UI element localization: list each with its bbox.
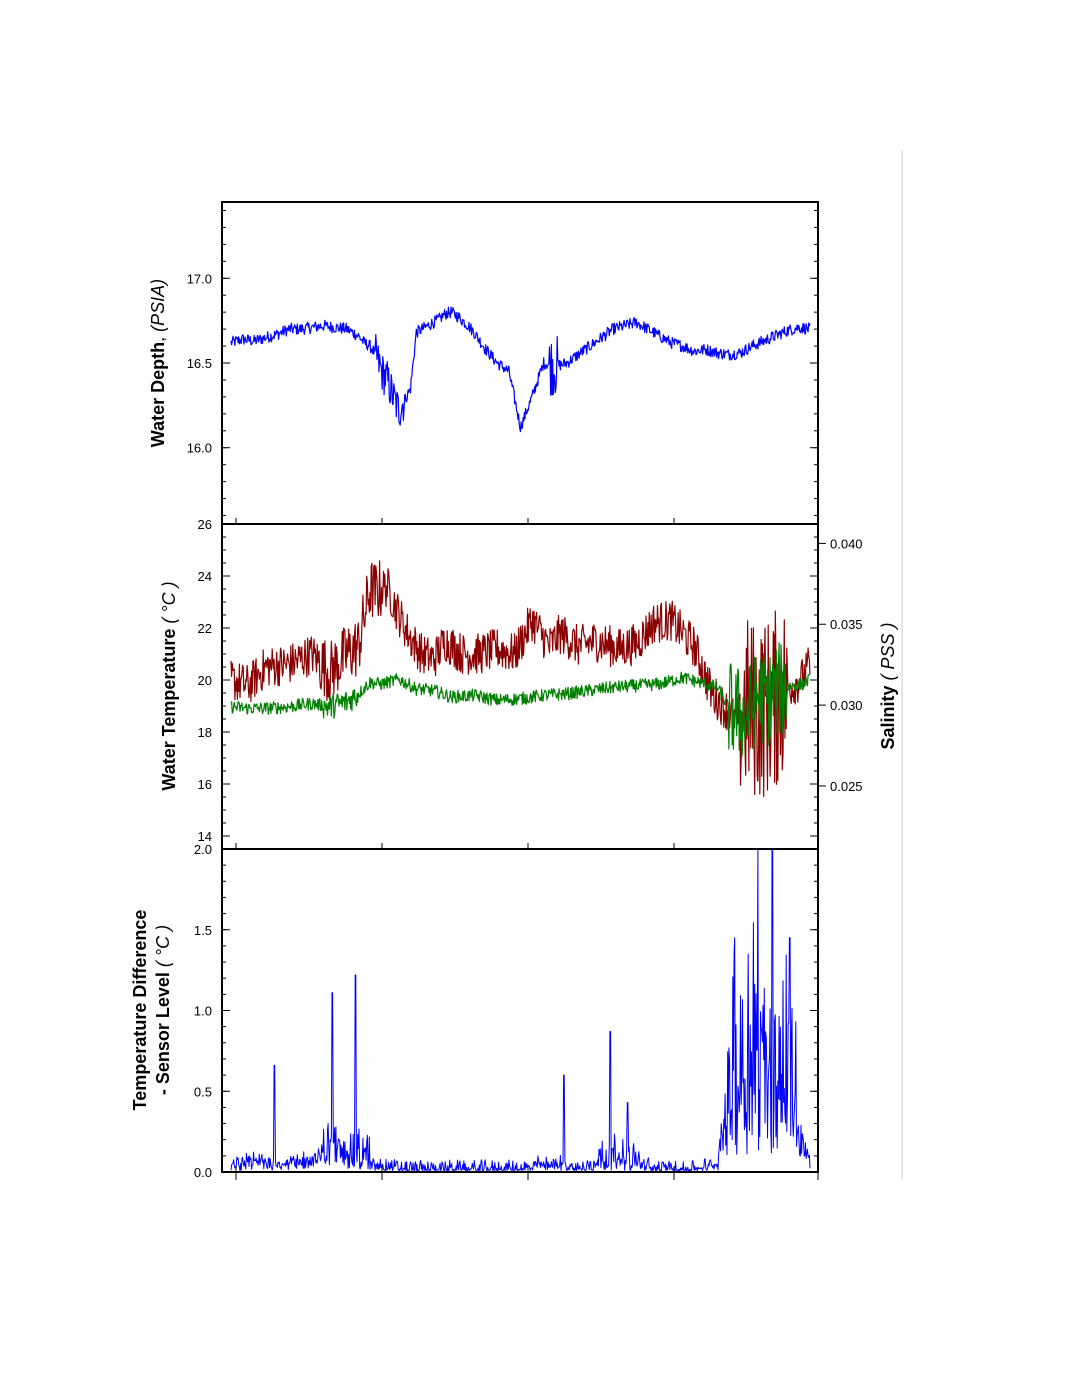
y-tick-label: 0.5	[194, 1084, 212, 1099]
temp-difference-y-axis-title-line2: - Sensor Level ( °C )	[153, 925, 173, 1095]
salinity-tick-label: 0.035	[830, 617, 863, 632]
salinity-y-tick-labels: 0.025 0.030 0.035 0.040	[830, 536, 863, 794]
depth-plot-area	[230, 306, 811, 433]
salinity-tick-label: 0.030	[830, 698, 863, 713]
salinity-series-line	[230, 642, 811, 758]
temperature-y-tick-labels: 14 16 18 20 22 24 26	[198, 517, 212, 844]
temperature-frame	[221, 523, 819, 850]
temp-difference-series-line	[230, 849, 811, 1172]
y-tick-label: 2.0	[194, 842, 212, 857]
y-tick-label: 16.5	[187, 356, 212, 371]
salinity-tick-label: 0.040	[830, 536, 863, 551]
temperature-plot-area	[230, 560, 811, 798]
temperature-series-line	[230, 560, 811, 798]
depth-series-line	[230, 306, 811, 433]
salinity-y-axis-title: Salinity ( PSS )	[878, 622, 898, 749]
depth-ticks	[222, 209, 818, 524]
temp-difference-panel: 0.0 0.5 1.0 1.5 2.0 Temperature Difference -…	[130, 842, 819, 1180]
temperature-y-axis-title: Water Temperature ( °C )	[159, 581, 179, 790]
temp-difference-plot-area	[230, 849, 811, 1172]
y-tick-label: 16	[198, 777, 212, 792]
salinity-tick-label: 0.025	[830, 779, 863, 794]
y-tick-label: 18	[198, 725, 212, 740]
temp-difference-ticks	[222, 848, 819, 1180]
y-tick-label: 0.0	[194, 1165, 212, 1180]
y-tick-label: 14	[198, 829, 212, 844]
depth-frame	[221, 201, 819, 525]
temp-difference-y-tick-labels: 0.0 0.5 1.0 1.5 2.0	[194, 842, 212, 1180]
temp-difference-frame	[221, 848, 819, 1173]
depth-y-tick-labels: 16.0 16.5 17.0	[187, 271, 212, 455]
y-tick-label: 1.0	[194, 1004, 212, 1019]
y-tick-label: 1.5	[194, 923, 212, 938]
y-tick-label: 26	[198, 517, 212, 532]
temp-difference-y-axis-title: Temperature Difference	[130, 910, 150, 1111]
depth-panel: 16.0 16.5 17.0 Water Depth, (PSIA)	[148, 201, 819, 525]
y-tick-label: 20	[198, 673, 212, 688]
y-tick-label: 17.0	[187, 271, 212, 286]
depth-y-axis-title: Water Depth, (PSIA)	[148, 279, 168, 447]
y-tick-label: 24	[198, 569, 212, 584]
y-tick-label: 22	[198, 621, 212, 636]
temperature-panel: 14 16 18 20 22 24 26 0.025 0.030 0.035 0.040 Wate…	[159, 517, 898, 850]
y-tick-label: 16.0	[187, 441, 212, 456]
